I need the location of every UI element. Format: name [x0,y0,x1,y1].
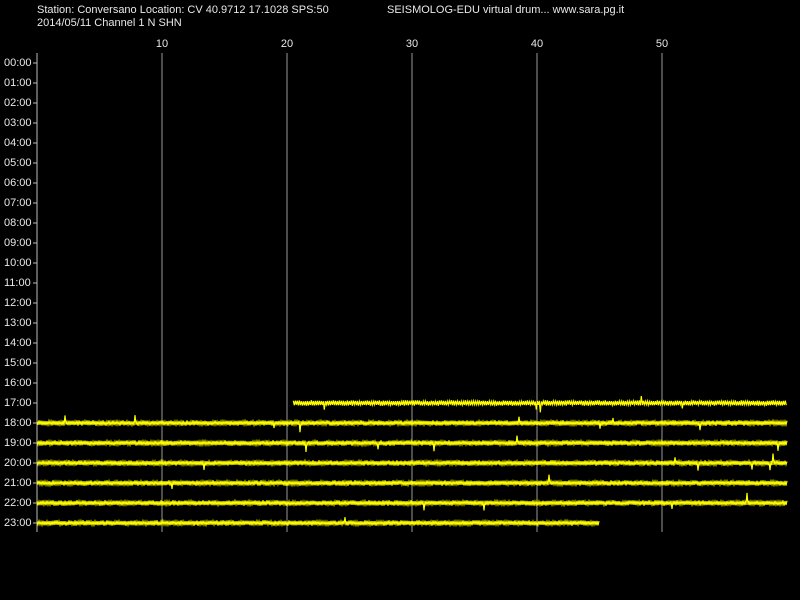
hour-label: 01:00 [4,77,32,89]
seismic-trace [36,492,788,511]
x-tick-label: 10 [156,38,168,50]
seismic-trace [36,474,788,489]
hour-label: 23:00 [4,517,32,529]
hour-label: 08:00 [4,217,32,229]
hour-label: 09:00 [4,237,32,249]
hour-label: 10:00 [4,257,32,269]
hour-label: 12:00 [4,297,32,309]
hour-label: 03:00 [4,117,32,129]
hour-label: 17:00 [4,397,32,409]
hour-label: 21:00 [4,477,32,489]
hour-label: 02:00 [4,97,32,109]
hour-label: 04:00 [4,137,32,149]
seismic-trace [36,453,788,471]
hour-label: 06:00 [4,177,32,189]
seismic-trace [36,435,788,452]
seismic-trace [36,517,600,528]
hour-label: 18:00 [4,417,32,429]
seismic-trace [292,396,787,413]
hour-label: 14:00 [4,337,32,349]
channel-info: 2014/05/11 Channel 1 N SHN [37,17,182,29]
hour-label: 07:00 [4,197,32,209]
hour-label: 13:00 [4,317,32,329]
hour-label: 22:00 [4,497,32,509]
hour-label: 20:00 [4,457,32,469]
hour-label: 05:00 [4,157,32,169]
x-tick-label: 50 [656,38,668,50]
x-tick-label: 20 [281,38,293,50]
hour-label: 15:00 [4,357,32,369]
hour-label: 19:00 [4,437,32,449]
program-info: SEISMOLOG-EDU virtual drum... www.sara.p… [387,4,624,16]
x-tick-label: 40 [531,38,543,50]
hour-label: 11:00 [4,277,31,289]
seismic-trace [36,415,788,433]
hour-label: 16:00 [4,377,32,389]
station-info: Station: Conversano Location: CV 40.9712… [37,4,329,16]
hour-label: 00:00 [4,57,32,69]
x-tick-label: 30 [406,38,418,50]
